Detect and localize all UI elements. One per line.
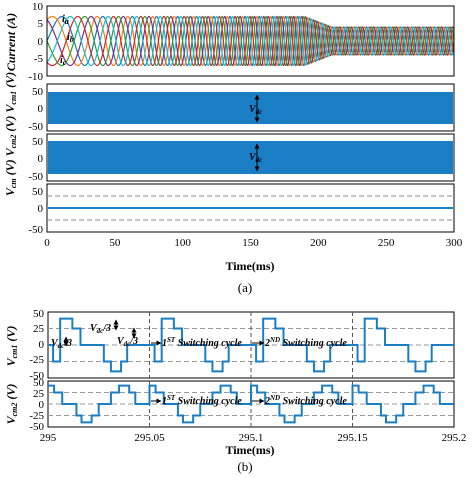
- ylabel-vcm1-b: Vcm1 (V): [4, 326, 19, 367]
- xtick-295: 295: [40, 432, 57, 444]
- ytick-0: 0: [38, 36, 44, 48]
- caption-b: (b): [237, 459, 252, 474]
- vcm-panel-a: 50 0 -50 0 50 100 150 200 250 300 Time(ms): [28, 183, 463, 273]
- ytick-0: 0: [39, 339, 45, 351]
- xtick-150: 150: [242, 237, 259, 249]
- xtick-100: 100: [174, 237, 191, 249]
- caption-a: (a): [238, 280, 252, 295]
- vcm2-panel-a: 50 0 -50 Vdc: [28, 133, 455, 183]
- current-panel: 10 5 0 -5 -10 Current (A) ia ib ic: [4, 1, 455, 83]
- ylabel-vcm2-b: Vcm2 (V): [4, 384, 19, 425]
- xtick-295.1: 295.1: [239, 432, 264, 444]
- vcm2-waveform: [48, 384, 454, 424]
- vcm1-panel-b: 50 25 0 -25 -50 Vcm1 (V) Vdc/3 Vdc/3 Vdc…: [4, 308, 455, 382]
- ytick-neg50: -50: [28, 171, 43, 183]
- current-series-4: [47, 15, 454, 67]
- annot-cycle2-b2: 2ND Switching cycle: [264, 394, 347, 407]
- xtick-50: 50: [109, 237, 121, 249]
- xtick-295.05: 295.05: [134, 432, 165, 444]
- xtick-295.2: 295.2: [442, 432, 467, 444]
- annot-vdc3-a: Vdc/3: [90, 323, 111, 335]
- vcm1-panel-a: 50 0 -50 Vdc: [28, 83, 455, 133]
- ytick-neg5: -5: [34, 53, 44, 65]
- ylabel-current: Current (A): [4, 13, 18, 71]
- xtick-0: 0: [44, 237, 50, 249]
- ytick-0: 0: [38, 103, 44, 115]
- vcm2-band: [48, 141, 453, 174]
- current-series-3: [47, 15, 454, 67]
- ytick-neg50: -50: [29, 370, 44, 382]
- current-series-6: [47, 15, 454, 67]
- xtick-250: 250: [378, 237, 395, 249]
- ytick-10: 10: [32, 1, 44, 13]
- xlabel-a: Time(ms): [225, 259, 274, 273]
- ytick-50: 50: [32, 186, 44, 198]
- annot-vdc3-b: Vdc/3: [51, 338, 72, 350]
- vcm1-band: [48, 92, 453, 124]
- annot-cycle2-b1: 2ND Switching cycle: [264, 336, 347, 349]
- xtick-200: 200: [310, 237, 327, 249]
- vcm2-panel-b: 50 25 0 -25 -50 Vcm2 (V) 1ST Switching c…: [4, 377, 466, 457]
- annot-cycle1-b1: 1ST Switching cycle: [162, 336, 242, 349]
- ytick-50: 50: [33, 308, 45, 320]
- xtick-300: 300: [446, 237, 463, 249]
- xlabel-b: Time(ms): [225, 443, 274, 457]
- ytick-neg50: -50: [28, 121, 43, 133]
- annot-vdc3-c: Vdc/3: [117, 336, 138, 348]
- label-ia: ia: [62, 14, 69, 26]
- annot-cycle1-b2: 1ST Switching cycle: [162, 394, 242, 407]
- ytick-50: 50: [32, 136, 44, 148]
- ytick-0: 0: [38, 203, 44, 215]
- ytick-neg10: -10: [28, 71, 43, 83]
- ytick-0: 0: [38, 153, 44, 165]
- ylabel-stack-a: Vcm (V) Vcm2 (V) Vcm1 (V): [3, 72, 18, 196]
- ytick-0: 0: [39, 399, 45, 411]
- ytick-neg50: -50: [28, 224, 43, 236]
- ytick-neg25: -25: [29, 354, 44, 366]
- vcm1-waveform: [48, 317, 454, 373]
- ytick-50: 50: [32, 86, 44, 98]
- ytick-5: 5: [38, 18, 44, 30]
- label-ib: ib: [67, 32, 74, 44]
- ytick-25: 25: [33, 388, 45, 400]
- xtick-295.15: 295.15: [337, 432, 368, 444]
- ytick-neg50: -50: [29, 421, 44, 433]
- label-ic: ic: [60, 55, 67, 67]
- ytick-25: 25: [33, 323, 45, 335]
- ytick-50: 50: [33, 377, 45, 389]
- ytick-neg25: -25: [29, 410, 44, 422]
